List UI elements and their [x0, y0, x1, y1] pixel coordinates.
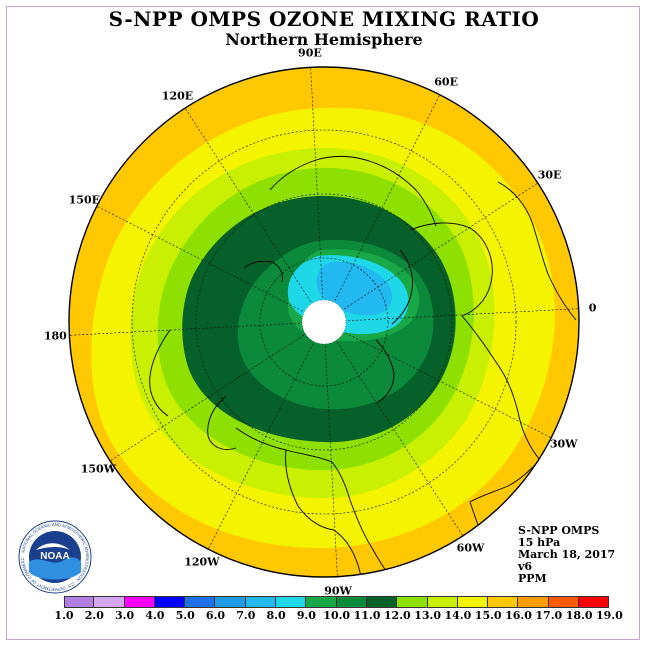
- longitude-label: 120E: [161, 89, 194, 103]
- colorbar-swatch: [397, 597, 428, 607]
- meridian-line: [207, 321, 325, 550]
- noaa-logo: NOAA NATIONAL OCEANIC AND ATMOSPHERIC AD…: [18, 520, 92, 594]
- longitude-label: 90E: [298, 46, 322, 60]
- longitude-label: 120W: [184, 555, 220, 569]
- longitude-label: 60W: [456, 541, 485, 555]
- product-info: S-NPP OMPS 15 hPa March 18, 2017 v6 PPM: [518, 525, 615, 585]
- colorbar-swatch: [245, 597, 277, 607]
- map-border: [68, 66, 580, 578]
- colorbar-swatch: [457, 597, 489, 607]
- longitude-label: 90W: [324, 584, 352, 598]
- logo-text: NOAA: [40, 551, 69, 562]
- info-instrument: S-NPP OMPS: [518, 524, 600, 537]
- colorbar-tick-label: 3.0: [115, 609, 135, 622]
- colorbar-swatch: [64, 597, 95, 607]
- meridian-line: [323, 94, 441, 323]
- colorbar-tick-label: 8.0: [266, 609, 286, 622]
- colorbar-tick-label: 10.0: [323, 609, 351, 622]
- meridian-line: [69, 321, 325, 336]
- colorbar-swatch: [579, 597, 610, 607]
- colorbar-swatch: [154, 597, 186, 607]
- colorbar-tick-label: 2.0: [84, 609, 104, 622]
- info-date: March 18, 2017: [518, 548, 616, 561]
- info-level: 15 hPa: [518, 536, 561, 549]
- meridian-line: [310, 67, 325, 323]
- colorbar-tick-label: 13.0: [414, 609, 441, 622]
- longitude-label: 180: [43, 329, 67, 343]
- map-subtitle: Northern Hemisphere: [225, 30, 423, 49]
- plot-frame: [6, 6, 640, 640]
- colorbar-swatch: [185, 597, 216, 607]
- lat-lon-grid: [131, 129, 517, 515]
- colorbar-swatch: [548, 597, 580, 607]
- longitude-label: 0: [588, 301, 597, 315]
- longitude-label: 150E: [68, 193, 100, 207]
- colorbar-swatch: [306, 597, 337, 607]
- colorbar-swatch: [94, 597, 125, 607]
- colorbar-swatch: [215, 597, 246, 607]
- colorbar-tick-label: 9.0: [296, 609, 316, 622]
- colorbar-swatch: [276, 597, 307, 607]
- longitude-label: 30E: [537, 168, 562, 182]
- meridian-line: [109, 321, 325, 462]
- meridian-line: [323, 182, 539, 323]
- meridian-line: [323, 321, 464, 537]
- colorbar-tick-label: 11.0: [353, 609, 381, 622]
- colorbar-tick-label: 18.0: [565, 609, 593, 622]
- map-title: S-NPP OMPS OZONE MIXING RATIO: [108, 7, 540, 31]
- colorbar-swatch: [518, 597, 549, 607]
- contour-6-7: [316, 261, 393, 316]
- colorbar-tick-label: 19.0: [595, 609, 623, 622]
- info-version: v6: [518, 560, 533, 573]
- longitude-label: 30W: [549, 437, 578, 451]
- colorbar-tick-label: 1.0: [54, 609, 74, 622]
- colorbar-tick-label: 5.0: [175, 609, 195, 622]
- meridian-line: [323, 321, 338, 577]
- meridian-line: [96, 205, 325, 323]
- colorbar-swatch: [488, 597, 519, 607]
- colorbar-tick-label: 14.0: [444, 609, 472, 622]
- colorbar-swatch: [366, 597, 398, 607]
- info-units: PPM: [518, 572, 547, 585]
- colorbar: [64, 596, 610, 608]
- longitude-label: 150W: [80, 462, 117, 475]
- colorbar-tick-label: 7.0: [236, 609, 256, 622]
- colorbar-tick-label: 4.0: [145, 609, 165, 622]
- colorbar-swatch: [427, 597, 458, 607]
- colorbar-swatch: [336, 597, 367, 607]
- polar-data-gap: [302, 300, 346, 344]
- meridian-line: [184, 107, 325, 323]
- colorbar-ticks: 1.0 2.0 3.0 4.0 5.0 6.0 7.0 8.0 9.0 10.0 11.0 12.0 1…: [0, 609, 648, 623]
- colorbar-tick-label: 6.0: [205, 609, 226, 622]
- meridian-line: [323, 308, 579, 323]
- longitude-label: 60E: [434, 75, 458, 89]
- meridian-lines: [69, 67, 579, 577]
- colorbar-tick-label: 16.0: [505, 609, 532, 622]
- colorbar-tick-label: 17.0: [535, 609, 563, 622]
- colorbar-swatch: [124, 597, 155, 607]
- colorbar-tick-label: 12.0: [383, 609, 411, 622]
- colorbar-tick-label: 15.0: [474, 609, 502, 622]
- meridian-line: [323, 321, 552, 439]
